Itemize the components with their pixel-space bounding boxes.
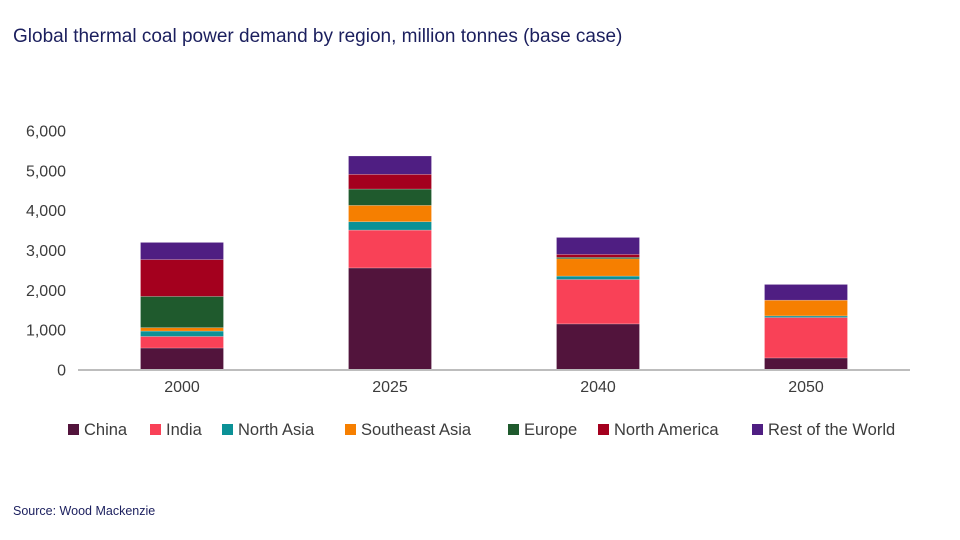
legend-label: Southeast Asia [361,421,472,439]
bar-segment-rest-of-the-world [348,155,432,175]
bar-segment-north-asia [556,275,640,280]
bar-segment-southeast-asia [348,205,432,223]
legend-swatch [68,424,79,435]
bar-segment-southeast-asia [556,258,640,277]
x-tick-label: 2025 [372,379,408,396]
legend-label: China [84,421,128,439]
legend-swatch [222,424,233,435]
bar-segment-north-america [556,254,640,258]
bar-segment-india [348,229,432,269]
legend-swatch [752,424,763,435]
y-tick-label: 3,000 [26,243,66,260]
x-tick-label: 2000 [164,379,200,396]
bar-segment-china [140,347,224,370]
legend-swatch [150,424,161,435]
y-tick-label: 4,000 [26,203,66,220]
bar-segment-southeast-asia [764,299,848,317]
bar-segment-china [348,267,432,370]
legend-label: North America [614,421,719,439]
y-tick-label: 0 [57,363,66,380]
bar-segment-north-asia [348,221,432,231]
bar-segment-southeast-asia [140,327,224,332]
y-tick-label: 1,000 [26,323,66,340]
legend-label: Europe [524,421,577,439]
legend-label: North Asia [238,421,315,439]
bar-segment-europe [348,188,432,206]
bar-segment-india [556,279,640,325]
x-tick-label: 2050 [788,379,824,396]
bar-segment-india [140,336,224,349]
bar-segment-north-america [348,174,432,190]
bar-segment-north-asia [140,330,224,337]
bar-segment-china [764,357,848,370]
y-tick-label: 6,000 [26,124,66,141]
bar-segment-rest-of-the-world [556,237,640,255]
legend-swatch [345,424,356,435]
legend-label: India [166,421,203,439]
bar-segment-china [556,323,640,370]
bar-segment-rest-of-the-world [140,242,224,260]
source-note: Source: Wood Mackenzie [13,504,156,518]
y-tick-label: 2,000 [26,283,66,300]
bar-segment-india [764,317,848,359]
chart-title: Global thermal coal power demand by regi… [13,26,623,47]
bar-segment-north-america [140,259,224,297]
x-tick-label: 2040 [580,379,616,396]
legend-label: Rest of the World [768,421,895,439]
stacked-bar-chart: 0 1,000 2,000 3,000 4,000 5,000 6,000 2000 2025 2… [26,124,910,439]
bar-segment-rest-of-the-world [764,284,848,301]
legend-swatch [598,424,609,435]
y-tick-label: 5,000 [26,163,66,180]
bar-segment-europe [140,296,224,328]
legend-swatch [508,424,519,435]
